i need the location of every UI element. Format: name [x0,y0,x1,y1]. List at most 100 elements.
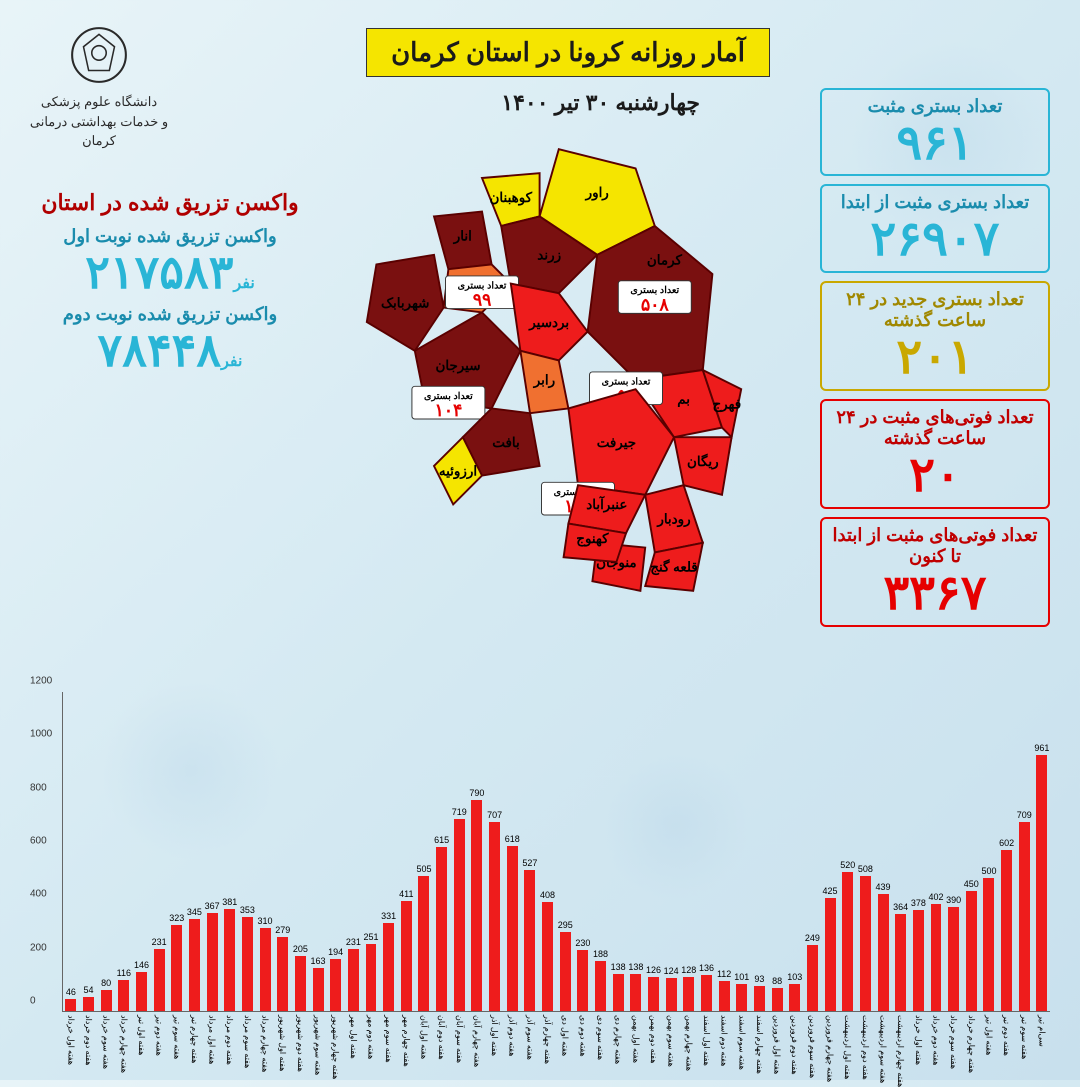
bar-item: 249هفته سوم فروردین [805,933,821,1011]
bar-rect [136,972,147,1011]
bar-rect [542,902,553,1011]
y-tick: 0 [30,996,36,1007]
bar-item: 101هفته سوم اسفند [734,972,750,1011]
bar-label: هفته چهارم آبان [472,1015,481,1067]
bar-rect [772,988,783,1011]
bar-label: هفته اول اردیبهشت [843,1015,852,1079]
bar-value: 508 [858,864,873,874]
bar-rect [754,986,765,1011]
bar-label: هفته سوم آبان [455,1015,464,1063]
bar-value: 279 [275,925,290,935]
bar-value: 249 [805,933,820,943]
bar-item: 381هفته دوم مرداد [222,897,238,1011]
bar-label: هفته اول بهمن [631,1015,640,1063]
bar-item: 194هفته چهارم شهریور [328,947,344,1011]
bar-label: هفته چهارم مهر [402,1015,411,1067]
bar-item: 500هفته اول تیر [981,866,997,1011]
bar-item: 450هفته چهارم خرداد [963,879,979,1011]
bar-rect [719,981,730,1011]
region-label: بم [677,392,690,408]
bar-label: هفته اول آذر [490,1015,499,1056]
stat-value: ۲۰۱ [830,332,1040,385]
bar-value: 364 [893,902,908,912]
bar-rect [471,800,482,1011]
bar-item: 411هفته چهارم مهر [398,889,414,1011]
bar-item: 364هفته چهارم اردیبهشت [893,902,909,1011]
bar-label: هفته اول فروردین [773,1015,782,1074]
bar-item: 331هفته سوم مهر [381,911,397,1011]
bar-item: 310هفته چهارم مرداد [257,916,273,1011]
stat-label: تعداد بستری مثبت از ابتدا [830,192,1040,214]
vaccine-label: واکسن تزریق شده نوبت اول [30,226,310,247]
bar-value: 500 [981,866,996,876]
bar-value: 136 [699,963,714,973]
region-label: جیرفت [597,435,636,451]
region-label: ریگان [687,453,719,470]
bar-label: هفته اول خرداد [914,1015,923,1065]
bar-rect [948,907,959,1011]
bar-label: هفته سوم مرداد [243,1015,252,1068]
bar-value: 46 [66,987,76,997]
bar-label: هفته چهارم مرداد [261,1015,270,1072]
bar-item: 408هفته چهارم آذر [540,890,556,1011]
bar-label: هفته سوم دی [596,1015,605,1060]
bar-value: 527 [522,858,537,868]
bar-label: هفته چهارم دی [614,1015,623,1064]
bar-item: 251هفته دوم مهر [363,932,379,1011]
bar-label: هفته سوم اسفند [737,1015,746,1070]
bar-rect [383,923,394,1011]
bar-item: 54هفته دوم خرداد [81,985,97,1011]
bar-label: هفته دوم اردیبهشت [861,1015,870,1080]
bar-item: 425هفته چهارم فروردین [822,886,838,1011]
stats-column: تعداد بستری مثبت۹۶۱تعداد بستری مثبت از ا… [820,88,1050,635]
bar-label: هفته چهارم تیر [190,1015,199,1063]
bar-item: 520هفته اول اردیبهشت [840,860,856,1011]
stat-box: تعداد بستری جدید در ۲۴ ساعت گذشته۲۰۱ [820,281,1050,391]
bar-rect [666,978,677,1011]
bar-rect [330,959,341,1011]
stat-label: تعداد فوتی‌های مثبت از ابتدا تا کنون [830,525,1040,568]
bar-item: 138هفته اول بهمن [628,962,644,1011]
bar-label: هفته اول دی [561,1015,570,1056]
bar-item: 961سی‌ام تیر [1034,743,1050,1011]
bar-rect [65,999,76,1011]
bar-rect [348,949,359,1011]
stat-value: ۹۶۱ [830,118,1040,171]
bar-label: هفته چهارم اسفند [755,1015,764,1074]
stat-value: ۲۰ [830,450,1040,503]
bar-label: هفته دوم اسفند [720,1015,729,1066]
bar-value: 450 [964,879,979,889]
stat-box: تعداد بستری مثبت از ابتدا۲۶۹۰۷ [820,184,1050,272]
bar-value: 408 [540,890,555,900]
bar-item: 527هفته سوم آذر [522,858,538,1011]
bar-rect [913,910,924,1011]
bar-value: 353 [240,905,255,915]
bar-value: 194 [328,947,343,957]
bar-rect [277,937,288,1011]
bar-rect [648,977,659,1011]
bar-value: 126 [646,965,661,975]
bar-value: 411 [399,889,413,899]
bar-item: 126هفته دوم بهمن [646,965,662,1011]
bar-label: هفته دوم خرداد [84,1015,93,1066]
bar-value: 188 [593,949,608,959]
bar-label: هفته دوم مرداد [225,1015,234,1065]
bar-value: 230 [575,938,590,948]
bar-item: 323هفته سوم تیر [169,913,185,1011]
region-label: رودبار [656,512,690,528]
bar-value: 323 [169,913,184,923]
region-label: فهرج [712,396,741,412]
stat-label: تعداد بستری مثبت [830,96,1040,118]
bar-item: 138هفته چهارم دی [610,962,626,1011]
bar-rect [189,919,200,1011]
bar-rect [101,990,112,1011]
bar-value: 146 [134,960,149,970]
bar-label: سی‌ام تیر [1037,1015,1046,1047]
stat-box: تعداد بستری مثبت۹۶۱ [820,88,1050,176]
bar-label: هفته دوم آذر [508,1015,517,1056]
bar-value: 251 [363,932,378,942]
region-label: قلعه گنج [650,559,697,576]
bar-label: هفته سوم خرداد [949,1015,958,1069]
bar-value: 505 [416,864,431,874]
region-label: شهربابک [381,296,429,312]
